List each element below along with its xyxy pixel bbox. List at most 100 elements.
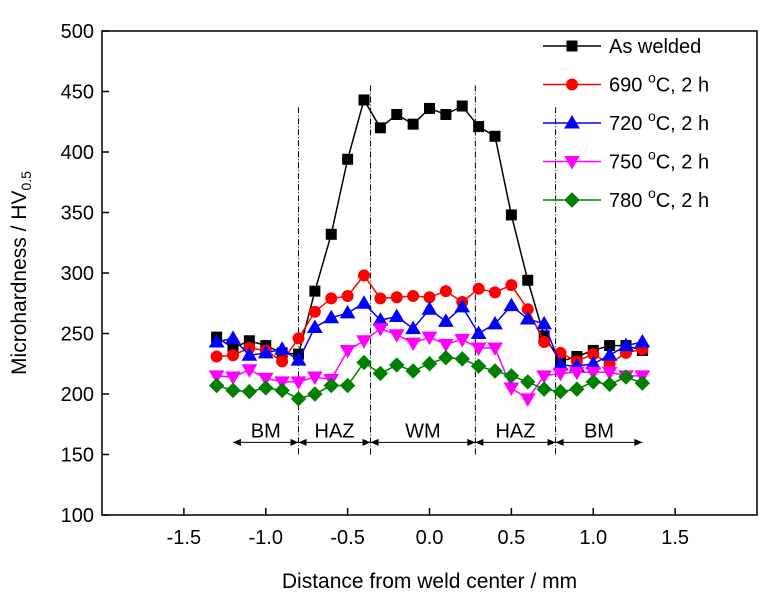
- region-arrowhead-left: [233, 438, 241, 446]
- data-point-triangle-up: [208, 333, 225, 348]
- data-point-triangle-down: [536, 370, 552, 384]
- y-axis-title-main: Microhardness / HV: [8, 191, 31, 375]
- data-point-triangle-up: [454, 298, 471, 313]
- region-arrowhead-left: [475, 438, 484, 446]
- data-point-diamond: [454, 351, 470, 367]
- data-point-triangle-up: [290, 352, 307, 366]
- data-point-circle: [374, 292, 387, 305]
- data-point-diamond: [585, 374, 601, 390]
- data-point-diamond: [290, 391, 307, 407]
- y-tick-label: 250: [61, 324, 94, 346]
- data-point-triangle-down: [569, 366, 585, 381]
- data-point-diamond: [520, 374, 536, 390]
- data-point-triangle-down: [601, 366, 618, 381]
- legend-item: 690 oC, 2 h: [543, 70, 709, 97]
- data-point-square: [456, 100, 468, 112]
- data-point-triangle-down: [241, 364, 258, 378]
- y-tick-label: 200: [61, 384, 94, 406]
- data-point-circle: [390, 291, 403, 304]
- series-group: [211, 94, 648, 367]
- data-point-triangle-down: [454, 334, 471, 348]
- data-point-diamond: [258, 380, 274, 396]
- series-layer: [208, 94, 651, 407]
- x-tick-label: 1.0: [579, 527, 607, 549]
- data-point-circle: [505, 279, 518, 292]
- data-point-circle: [538, 335, 551, 348]
- data-point-triangle-down: [225, 371, 241, 386]
- data-point-diamond: [618, 369, 634, 385]
- data-point-diamond: [438, 349, 454, 366]
- data-point-square: [566, 40, 578, 52]
- data-point-diamond: [536, 381, 552, 397]
- data-point-diamond: [241, 383, 258, 400]
- x-tick-label: 0.0: [416, 527, 444, 549]
- data-point-diamond: [356, 354, 372, 371]
- data-point-triangle-down: [470, 342, 487, 357]
- data-point-triangle-up: [634, 333, 651, 348]
- region-label: HAZ: [495, 420, 535, 442]
- data-point-circle: [308, 305, 321, 318]
- y-tick-label: 100: [61, 505, 94, 527]
- data-point-triangle-up: [536, 315, 552, 330]
- series-group: [208, 349, 651, 407]
- data-point-circle: [358, 269, 370, 282]
- data-point-diamond: [389, 357, 405, 373]
- data-point-triangle-up: [470, 325, 487, 339]
- region-label: HAZ: [315, 420, 355, 442]
- data-point-square: [391, 108, 403, 120]
- y-axis: 100 150 200 250 300 350 400 450 500: [61, 21, 109, 527]
- data-point-triangle-down: [339, 344, 356, 359]
- region-label: BM: [584, 420, 614, 442]
- data-point-diamond: [372, 365, 389, 382]
- y-tick-label: 450: [61, 82, 94, 104]
- series-line: [216, 98, 643, 363]
- data-point-circle: [423, 291, 436, 304]
- data-point-diamond: [569, 381, 585, 397]
- x-tick-label: -1.5: [167, 527, 201, 549]
- data-point-triangle-down: [552, 367, 569, 382]
- region-label: WM: [405, 420, 441, 442]
- legend-item: As welded: [543, 36, 701, 58]
- data-point-triangle-down: [405, 337, 421, 352]
- data-point-diamond: [601, 376, 618, 393]
- data-point-circle: [292, 332, 305, 345]
- region-arrowhead-left: [298, 438, 307, 446]
- data-point-diamond: [323, 377, 339, 394]
- data-point-triangle-down: [421, 331, 438, 346]
- y-axis-title-subscript: 0.5: [18, 171, 34, 191]
- data-point-circle: [489, 286, 501, 299]
- region-annotations: BM HAZ WM HAZ BM: [233, 85, 643, 455]
- data-point-diamond: [564, 192, 580, 208]
- data-point-square: [505, 209, 517, 221]
- data-point-triangle-up: [601, 347, 618, 361]
- data-point-triangle-down: [290, 376, 307, 390]
- data-point-triangle-up: [388, 308, 405, 323]
- data-point-triangle-down: [519, 393, 536, 407]
- data-point-triangle-up: [323, 309, 340, 324]
- legend-label: 780 oC, 2 h: [609, 185, 709, 212]
- data-point-triangle-down: [487, 342, 503, 357]
- legend-label: 690 oC, 2 h: [609, 70, 709, 97]
- region-arrowhead-right: [547, 438, 556, 446]
- data-point-square: [407, 118, 419, 130]
- data-point-circle: [325, 292, 338, 305]
- data-point-triangle-down: [372, 323, 389, 337]
- region-arrowhead-right: [362, 438, 371, 446]
- region-arrowhead-right: [634, 438, 643, 446]
- data-point-circle: [341, 289, 354, 302]
- data-point-triangle-up: [339, 304, 356, 319]
- legend-label: 750 oC, 2 h: [609, 147, 709, 174]
- legend-label: 720 oC, 2 h: [609, 108, 709, 135]
- series-group: [208, 295, 651, 372]
- data-point-square: [473, 121, 485, 133]
- data-point-triangle-up: [503, 297, 520, 312]
- data-point-square: [309, 285, 321, 297]
- data-point-triangle-down: [388, 329, 405, 343]
- y-tick-label: 150: [61, 445, 94, 467]
- data-point-diamond: [274, 382, 290, 399]
- data-point-diamond: [503, 368, 520, 384]
- region-arrowhead-right: [290, 438, 299, 446]
- y-tick-label: 500: [61, 21, 94, 43]
- data-point-triangle-up: [618, 337, 634, 352]
